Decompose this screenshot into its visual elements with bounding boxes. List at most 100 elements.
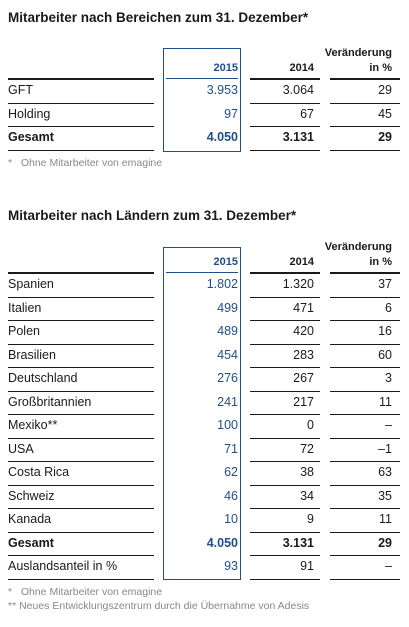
table1-row-2015: 3.953 — [206, 83, 238, 97]
table2-row-2015: 499 — [217, 300, 238, 315]
table2-row-2015: 46 — [224, 488, 238, 503]
table2-row-separator-3 — [330, 437, 400, 439]
table2-total-row-2014: 3.131 — [282, 535, 314, 550]
table1-row-separator-1 — [8, 102, 154, 104]
table1-row-label: GFT — [8, 83, 33, 97]
table2-row-change: 63 — [378, 465, 392, 479]
table1-2015-column-highlight — [163, 48, 241, 152]
table2-header-2014: 2014 — [289, 256, 314, 268]
table2-header-change-unit: in % — [369, 256, 392, 268]
table2-footnote: ** Neues Entwicklungszentrum durch die Ü… — [8, 600, 310, 612]
table2-row-2014: 420 — [293, 324, 314, 338]
table1-header-line-3 — [330, 78, 400, 80]
table2-row-separator-3 — [330, 367, 400, 368]
table2-row-change: 11 — [379, 512, 392, 526]
table2-row-separator-2 — [250, 367, 320, 368]
table1-total-row-separator-3 — [330, 149, 400, 151]
table2-total-row-2015: 4.050 — [206, 535, 238, 550]
table2-row-separator-2 — [250, 414, 320, 415]
table2-row-2015: 241 — [217, 394, 238, 409]
table2-extra-row-separator-1 — [8, 578, 154, 580]
table1-header-2014: 2014 — [289, 62, 314, 74]
table2-row-label: Polen — [8, 324, 40, 338]
table2-row-2015: 62 — [224, 465, 238, 479]
table2-row-separator-3 — [330, 414, 400, 415]
table1-row-separator-3 — [330, 126, 400, 127]
table1-row-separator-3 — [330, 102, 400, 104]
table2-row-2015: 489 — [217, 324, 238, 338]
table2-row-label: USA — [8, 441, 34, 456]
table2-row-separator-1 — [8, 461, 154, 462]
table2-2015-column-highlight — [163, 247, 241, 580]
table2-row-2015: 276 — [217, 371, 238, 385]
table1-row-2015: 97 — [224, 106, 238, 121]
table1-total-row-2015: 4.050 — [206, 130, 238, 144]
table2-row-change: 16 — [378, 324, 392, 338]
table1-row-separator-1 — [8, 126, 154, 127]
table1-header-2015: 2015 — [213, 62, 238, 74]
table2-row-2014: 471 — [293, 300, 314, 315]
table1-row-separator-2 — [250, 126, 320, 127]
table2-row-separator-3 — [330, 390, 400, 392]
table2-footnote: * Ohne Mitarbeiter von emagine — [8, 586, 163, 598]
table2-header-change: Veränderung — [324, 241, 392, 253]
table2-extra-row-2015: 93 — [224, 559, 238, 573]
table2-row-label: Brasilien — [8, 347, 56, 362]
table2-row-separator-3 — [330, 461, 400, 462]
table1-header-line-2015 — [166, 78, 238, 80]
table2-row-label: Deutschland — [8, 371, 78, 385]
table2-title: Mitarbeiter nach Ländern zum 31. Dezembe… — [8, 208, 297, 223]
table2-header-2015: 2015 — [213, 256, 238, 268]
table2-row-2015: 454 — [217, 347, 238, 362]
table2-row-2014: 9 — [307, 512, 314, 526]
table2-row-2014: 267 — [293, 371, 314, 385]
table2-row-2014: 217 — [293, 394, 314, 409]
table2-row-separator-1 — [8, 367, 154, 368]
table1-header-line-2 — [250, 78, 320, 80]
table2-row-label: Schweiz — [8, 488, 55, 503]
table2-extra-row-label: Auslandsanteil in % — [8, 559, 118, 573]
table2-row-label: Italien — [8, 300, 42, 315]
table2-row-change: 60 — [378, 347, 392, 362]
table2-row-2014: 0 — [307, 418, 314, 432]
table2-row-separator-2 — [250, 296, 320, 298]
table2-total-row-separator-1 — [8, 555, 154, 556]
table2-row-separator-1 — [8, 296, 154, 298]
table2-row-label: Mexiko** — [8, 418, 58, 432]
table2-total-row-separator-2 — [250, 555, 320, 556]
table1-total-row-label: Gesamt — [8, 130, 54, 144]
table2-row-2014: 34 — [300, 488, 314, 503]
table2-row-separator-1 — [8, 320, 154, 321]
table2-row-separator-2 — [250, 484, 320, 486]
table1-total-row-change: 29 — [378, 130, 392, 144]
table2-row-label: Großbritannien — [8, 394, 92, 409]
table2-row-2014: 38 — [300, 465, 314, 479]
table2-row-change: 11 — [379, 394, 392, 409]
table1-row-change: 29 — [378, 83, 392, 97]
table2-row-2014: 283 — [293, 347, 314, 362]
table2-row-separator-2 — [250, 531, 320, 533]
table2-row-separator-2 — [250, 508, 320, 509]
table2-row-separator-2 — [250, 343, 320, 345]
table2-row-label: Spanien — [8, 277, 54, 291]
table2-row-separator-1 — [8, 508, 154, 509]
table1-header-change: Veränderung — [324, 47, 392, 59]
table1-total-row-separator-1 — [8, 149, 154, 151]
table2-row-2015: 1.802 — [206, 277, 238, 291]
table2-extra-row-separator-2 — [250, 578, 320, 580]
table2-row-separator-2 — [250, 461, 320, 462]
table2-header-line-3 — [330, 272, 400, 274]
table2-row-separator-1 — [8, 390, 154, 392]
table1-row-label: Holding — [8, 106, 51, 121]
table2-row-2015: 100 — [217, 418, 238, 432]
table2-total-row-separator-3 — [330, 555, 400, 556]
table2-row-2015: 10 — [224, 512, 238, 526]
table2-extra-row-change: – — [385, 559, 392, 573]
table2-row-separator-1 — [8, 343, 154, 345]
table1-title: Mitarbeiter nach Bereichen zum 31. Dezem… — [8, 10, 309, 25]
table2-row-separator-2 — [250, 390, 320, 392]
table2-row-separator-2 — [250, 320, 320, 321]
table2-row-label: Kanada — [8, 512, 52, 526]
table2-row-label: Costa Rica — [8, 465, 70, 479]
table2-header-line-2015 — [166, 272, 238, 274]
